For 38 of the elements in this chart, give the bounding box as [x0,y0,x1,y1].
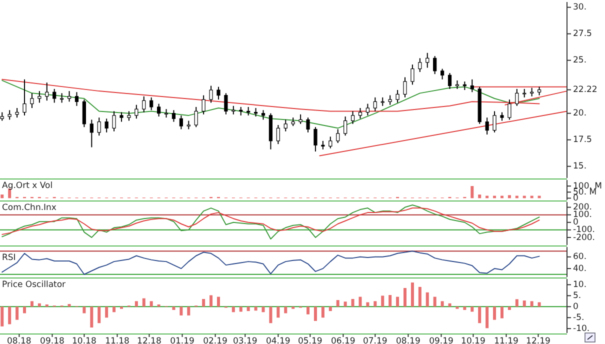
y-tick-label: -10. [573,324,590,334]
y-tick-label: 15. [573,162,587,172]
x-tick-label: 11.18 [105,336,130,344]
x-tick-label: 05.19 [298,336,322,344]
y-tick-label: 17.5 [573,135,592,146]
x-tick-label: 12.18 [137,336,162,344]
x-tick-label: 09.18 [40,336,64,344]
x-tick-label: 01.19 [170,336,194,344]
chart-title: Com.Chn.Inx [2,203,56,213]
y-tick-label: 27.5 [573,29,592,40]
x-tick-label: 08.19 [396,336,420,344]
y-tick-label: 0 [573,194,578,204]
y-tick-label: 10. [573,280,587,290]
x-tick-label: 09.19 [429,336,454,344]
y-tick-label: 30. [573,2,587,13]
x-tick-label: 03.19 [232,336,258,344]
y-tick-label: 40. [573,264,587,274]
y-tick-label: 25. [573,56,587,66]
x-tick-label: 10.18 [72,336,96,344]
y-tick-label: -200. [573,232,595,243]
x-tick-label: 08.18 [7,336,32,344]
chart-title: Price Oscillator [2,280,66,290]
x-tick-label: 02.19 [203,336,228,344]
x-tick-label: 11.19 [494,336,518,344]
y-tick-label: -5. [573,312,584,323]
y-tick-label: 5. [573,291,582,302]
x-tick-label: 06.19 [331,336,356,344]
y-tick-label: 20. [573,108,587,119]
x-tick-label: 12.19 [526,336,550,344]
x-tick-label: 07.19 [362,336,388,344]
chart-title: Ag.Ort x Vol [2,181,53,191]
y-tick-label: 0 [573,302,578,312]
x-tick-label: 04.19 [266,336,290,344]
x-tick-label: 10.19 [461,336,486,344]
y-tick-label: 0 [573,218,578,228]
y-tick-label: 60. [573,252,587,262]
y-tick-label: 22.22 [573,85,598,96]
text: RSI [2,253,16,264]
